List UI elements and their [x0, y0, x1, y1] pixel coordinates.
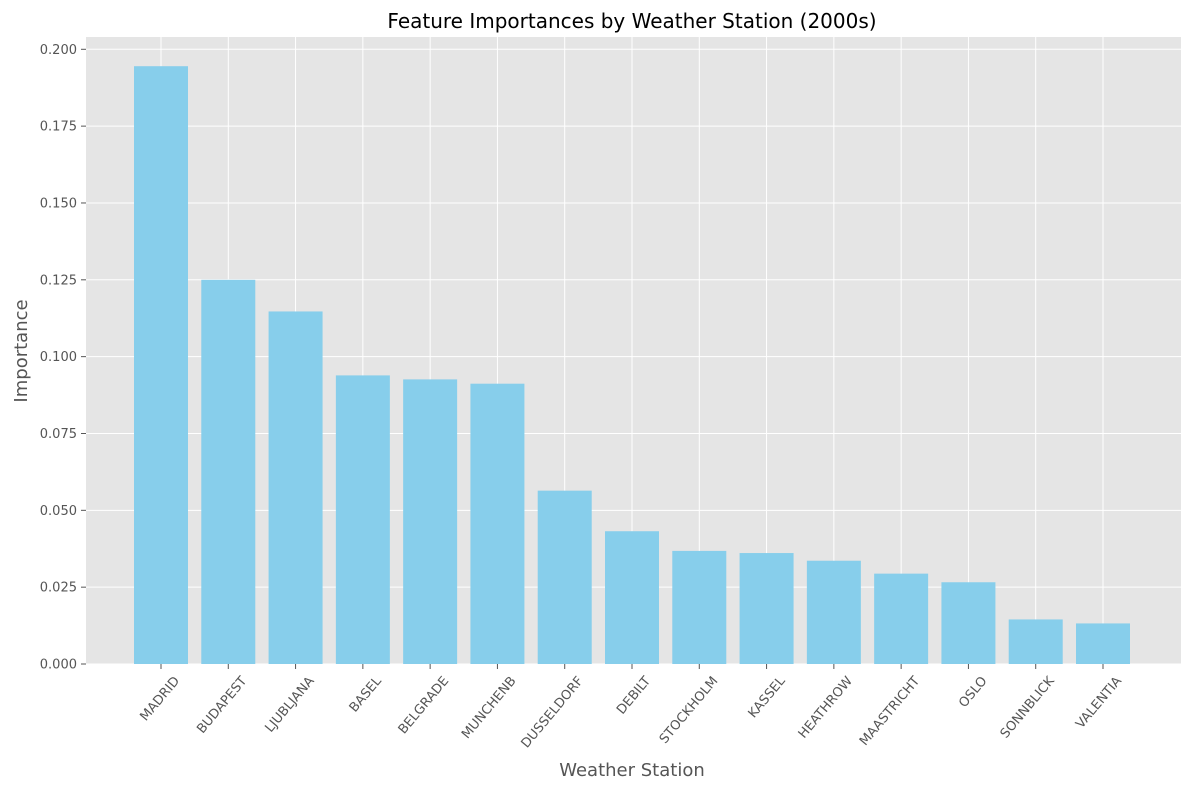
x-tick-label: KASSEL	[746, 673, 790, 721]
x-tick-label: MADRID	[138, 674, 184, 724]
x-tick-label: DEBILT	[614, 674, 654, 718]
bar-heathrow	[806, 560, 861, 664]
x-tick-label: MAASTRICHT	[857, 674, 923, 749]
y-tick-label: 0.175	[40, 120, 77, 135]
x-tick-label: BELGRADE	[396, 674, 453, 737]
bar-kassel	[739, 553, 794, 664]
chart-title: Feature Importances by Weather Station (…	[387, 9, 876, 33]
bar-budapest	[201, 279, 256, 664]
y-tick-label: 0.000	[40, 658, 77, 673]
x-tick-label: VALENTIA	[1073, 674, 1125, 732]
x-tick-label: OSLO	[956, 674, 990, 711]
y-tick-label: 0.200	[40, 43, 77, 58]
x-tick-label: HEATHROW	[796, 674, 856, 742]
bar-belgrade	[403, 379, 458, 664]
x-tick-label: BASEL	[347, 673, 386, 715]
y-tick-label: 0.150	[40, 196, 77, 211]
bar-debilt	[605, 531, 659, 664]
y-tick-label: 0.125	[40, 273, 77, 288]
x-tick-label: BUDAPEST	[194, 674, 250, 737]
bar-stockholm	[672, 550, 727, 664]
y-axis-label: Importance	[11, 299, 32, 402]
x-axis-label: Weather Station	[559, 760, 705, 781]
x-tick-label: SONNBLICK	[998, 674, 1058, 742]
y-tick-label: 0.025	[40, 581, 77, 596]
y-tick-label: 0.075	[40, 427, 77, 442]
y-tick-label: 0.050	[40, 504, 77, 519]
bar-dusseldorf	[537, 490, 592, 664]
x-axis-ticks: MADRID BUDAPEST LJUBLJANA BASEL BELGRADE MUNC…	[138, 664, 1125, 751]
bar-maastricht	[874, 573, 929, 664]
x-tick-label: LJUBLJANA	[263, 674, 318, 736]
x-tick-label: STOCKHOLM	[657, 674, 722, 747]
x-tick-label: MUNCHENB	[459, 674, 519, 742]
bar-oslo	[941, 582, 996, 664]
x-tick-label: DUSSELDORF	[519, 674, 587, 751]
bar-sonnblick	[1008, 619, 1063, 664]
bar-munchenb	[470, 383, 525, 664]
bar-ljubljana	[268, 311, 323, 664]
bar-madrid	[134, 66, 188, 664]
y-axis-ticks: 0.000 0.025 0.050 0.075 0.100 0.125 0.150 0.175…	[40, 43, 86, 673]
bar-basel	[335, 375, 390, 664]
y-tick-label: 0.100	[40, 350, 77, 365]
bar-valentia	[1076, 623, 1130, 664]
bars	[134, 66, 1130, 664]
